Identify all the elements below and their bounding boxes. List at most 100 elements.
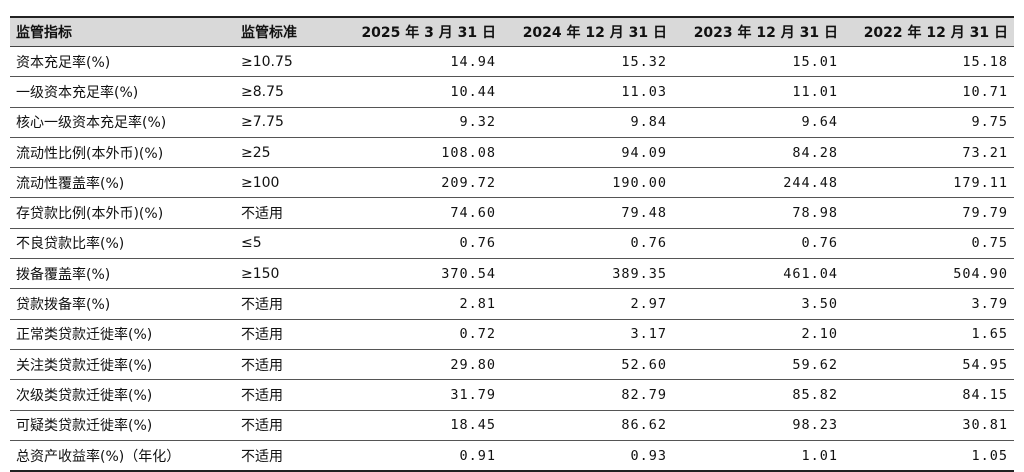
value-2025-03-31-cell: 2.81 bbox=[335, 288, 502, 320]
header-2023-12-31: 2023 年 12 月 31 日 bbox=[673, 16, 844, 47]
value-2023-12-31-cell: 0.76 bbox=[673, 228, 844, 260]
value-2022-12-31-cell: 179.11 bbox=[844, 167, 1014, 199]
header-standard: 监管标准 bbox=[235, 16, 335, 47]
indicator-name-cell: 核心一级资本充足率(%) bbox=[10, 107, 235, 138]
value-2023-12-31-cell: 2.10 bbox=[673, 319, 844, 350]
value-2022-12-31-cell: 79.79 bbox=[844, 197, 1014, 229]
value-2024-12-31-cell: 389.35 bbox=[502, 258, 673, 290]
standard-cell: 不适用 bbox=[235, 379, 335, 411]
standard-cell: ≥7.75 bbox=[235, 107, 335, 138]
indicator-name-cell: 不良贷款比率(%) bbox=[10, 228, 235, 260]
header-indicator: 监管指标 bbox=[10, 16, 235, 47]
value-2025-03-31-cell: 0.72 bbox=[335, 319, 502, 350]
regulatory-indicators-table: 监管指标 监管标准 2025 年 3 月 31 日 2024 年 12 月 31… bbox=[10, 16, 1014, 472]
indicator-name-cell: 次级类贷款迁徙率(%) bbox=[10, 379, 235, 411]
value-2022-12-31-cell: 0.75 bbox=[844, 228, 1014, 260]
table-row: 正常类贷款迁徙率(%) 不适用 0.72 3.17 2.10 1.65 bbox=[10, 319, 1014, 350]
value-2024-12-31-cell: 0.93 bbox=[502, 440, 673, 472]
table-row: 贷款拨备率(%) 不适用 2.81 2.97 3.50 3.79 bbox=[10, 288, 1014, 320]
value-2023-12-31-cell: 244.48 bbox=[673, 167, 844, 199]
value-2025-03-31-cell: 18.45 bbox=[335, 410, 502, 441]
value-2025-03-31-cell: 29.80 bbox=[335, 349, 502, 381]
table-row: 核心一级资本充足率(%) ≥7.75 9.32 9.84 9.64 9.75 bbox=[10, 107, 1014, 138]
table-row: 流动性比例(本外币)(%) ≥25 108.08 94.09 84.28 73.21 bbox=[10, 137, 1014, 169]
value-2025-03-31-cell: 0.91 bbox=[335, 440, 502, 472]
value-2025-03-31-cell: 209.72 bbox=[335, 167, 502, 199]
value-2025-03-31-cell: 108.08 bbox=[335, 137, 502, 169]
value-2022-12-31-cell: 1.65 bbox=[844, 319, 1014, 350]
value-2023-12-31-cell: 9.64 bbox=[673, 107, 844, 138]
value-2023-12-31-cell: 59.62 bbox=[673, 349, 844, 381]
standard-cell: ≤5 bbox=[235, 228, 335, 260]
value-2024-12-31-cell: 9.84 bbox=[502, 107, 673, 138]
value-2025-03-31-cell: 0.76 bbox=[335, 228, 502, 260]
standard-cell: 不适用 bbox=[235, 440, 335, 472]
table-row: 存贷款比例(本外币)(%) 不适用 74.60 79.48 78.98 79.79 bbox=[10, 197, 1014, 229]
value-2024-12-31-cell: 79.48 bbox=[502, 197, 673, 229]
value-2023-12-31-cell: 98.23 bbox=[673, 410, 844, 441]
indicator-name-cell: 存贷款比例(本外币)(%) bbox=[10, 197, 235, 229]
table-row: 可疑类贷款迁徙率(%) 不适用 18.45 86.62 98.23 30.81 bbox=[10, 410, 1014, 441]
value-2022-12-31-cell: 54.95 bbox=[844, 349, 1014, 381]
table-row: 关注类贷款迁徙率(%) 不适用 29.80 52.60 59.62 54.95 bbox=[10, 349, 1014, 381]
value-2024-12-31-cell: 86.62 bbox=[502, 410, 673, 441]
table-row: 一级资本充足率(%) ≥8.75 10.44 11.03 11.01 10.71 bbox=[10, 76, 1014, 108]
value-2024-12-31-cell: 94.09 bbox=[502, 137, 673, 169]
standard-cell: ≥10.75 bbox=[235, 46, 335, 78]
indicator-name-cell: 关注类贷款迁徙率(%) bbox=[10, 349, 235, 381]
value-2023-12-31-cell: 3.50 bbox=[673, 288, 844, 320]
standard-cell: 不适用 bbox=[235, 288, 335, 320]
value-2024-12-31-cell: 52.60 bbox=[502, 349, 673, 381]
standard-cell: ≥8.75 bbox=[235, 76, 335, 108]
standard-cell: 不适用 bbox=[235, 319, 335, 350]
header-row: 监管指标 监管标准 2025 年 3 月 31 日 2024 年 12 月 31… bbox=[10, 16, 1014, 47]
standard-cell: 不适用 bbox=[235, 197, 335, 229]
table-row: 不良贷款比率(%) ≤5 0.76 0.76 0.76 0.75 bbox=[10, 228, 1014, 260]
header-2022-12-31: 2022 年 12 月 31 日 bbox=[844, 16, 1014, 47]
value-2022-12-31-cell: 15.18 bbox=[844, 46, 1014, 78]
value-2023-12-31-cell: 461.04 bbox=[673, 258, 844, 290]
indicator-name-cell: 流动性比例(本外币)(%) bbox=[10, 137, 235, 169]
table-row: 拨备覆盖率(%) ≥150 370.54 389.35 461.04 504.90 bbox=[10, 258, 1014, 290]
value-2022-12-31-cell: 3.79 bbox=[844, 288, 1014, 320]
value-2022-12-31-cell: 73.21 bbox=[844, 137, 1014, 169]
value-2022-12-31-cell: 10.71 bbox=[844, 76, 1014, 108]
indicator-name-cell: 总资产收益率(%)（年化） bbox=[10, 440, 235, 472]
header-2025-03-31: 2025 年 3 月 31 日 bbox=[335, 16, 502, 47]
indicator-name-cell: 资本充足率(%) bbox=[10, 46, 235, 78]
standard-cell: 不适用 bbox=[235, 410, 335, 441]
value-2024-12-31-cell: 0.76 bbox=[502, 228, 673, 260]
standard-cell: ≥150 bbox=[235, 258, 335, 290]
indicator-name-cell: 一级资本充足率(%) bbox=[10, 76, 235, 108]
standard-cell: ≥100 bbox=[235, 167, 335, 199]
value-2023-12-31-cell: 85.82 bbox=[673, 379, 844, 411]
standard-cell: ≥25 bbox=[235, 137, 335, 169]
value-2025-03-31-cell: 31.79 bbox=[335, 379, 502, 411]
value-2024-12-31-cell: 190.00 bbox=[502, 167, 673, 199]
table-row: 总资产收益率(%)（年化） 不适用 0.91 0.93 1.01 1.05 bbox=[10, 440, 1014, 472]
value-2025-03-31-cell: 74.60 bbox=[335, 197, 502, 229]
value-2025-03-31-cell: 370.54 bbox=[335, 258, 502, 290]
value-2024-12-31-cell: 11.03 bbox=[502, 76, 673, 108]
table-row: 流动性覆盖率(%) ≥100 209.72 190.00 244.48 179.11 bbox=[10, 167, 1014, 199]
value-2022-12-31-cell: 1.05 bbox=[844, 440, 1014, 472]
value-2025-03-31-cell: 9.32 bbox=[335, 107, 502, 138]
table-row: 次级类贷款迁徙率(%) 不适用 31.79 82.79 85.82 84.15 bbox=[10, 379, 1014, 411]
indicator-name-cell: 可疑类贷款迁徙率(%) bbox=[10, 410, 235, 441]
regulatory-indicators-table-container: 监管指标 监管标准 2025 年 3 月 31 日 2024 年 12 月 31… bbox=[10, 16, 1014, 472]
value-2023-12-31-cell: 15.01 bbox=[673, 46, 844, 78]
value-2025-03-31-cell: 10.44 bbox=[335, 76, 502, 108]
value-2023-12-31-cell: 11.01 bbox=[673, 76, 844, 108]
value-2022-12-31-cell: 30.81 bbox=[844, 410, 1014, 441]
value-2022-12-31-cell: 9.75 bbox=[844, 107, 1014, 138]
value-2024-12-31-cell: 82.79 bbox=[502, 379, 673, 411]
table-row: 资本充足率(%) ≥10.75 14.94 15.32 15.01 15.18 bbox=[10, 46, 1014, 78]
indicator-name-cell: 拨备覆盖率(%) bbox=[10, 258, 235, 290]
value-2024-12-31-cell: 3.17 bbox=[502, 319, 673, 350]
value-2024-12-31-cell: 15.32 bbox=[502, 46, 673, 78]
indicator-name-cell: 正常类贷款迁徙率(%) bbox=[10, 319, 235, 350]
table-header: 监管指标 监管标准 2025 年 3 月 31 日 2024 年 12 月 31… bbox=[10, 16, 1014, 47]
standard-cell: 不适用 bbox=[235, 349, 335, 381]
value-2022-12-31-cell: 504.90 bbox=[844, 258, 1014, 290]
value-2023-12-31-cell: 84.28 bbox=[673, 137, 844, 169]
